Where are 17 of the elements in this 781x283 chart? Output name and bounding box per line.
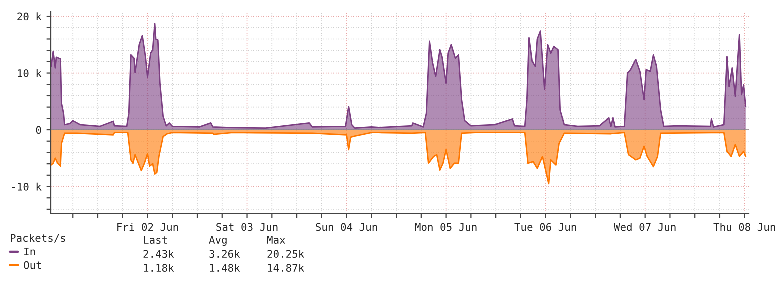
x-tick-label: Sun 04 Jun (316, 223, 378, 232)
y-tick-label: 10 k (18, 69, 42, 78)
text: Last Avg Max (144, 236, 286, 246)
y-tick-label: 20 k (18, 12, 42, 21)
legend-label: Out (24, 261, 42, 270)
text: 2.43k 3.26k 20.25k (144, 250, 304, 258)
x-tick-label: Fri 02 Jun (118, 223, 178, 232)
x-tick-label: Sat 03 Jun (216, 223, 278, 232)
y-tick-label: 0 (36, 126, 42, 134)
x-tick-label: Thu 08 Jun (714, 223, 776, 232)
legend-title: Packets/s (11, 234, 66, 243)
x-tick-label: Mon 05 Jun (415, 223, 477, 232)
y-tick-label: -10 k (12, 182, 42, 191)
text: 1.18k 1.48k 14.87k (144, 264, 304, 272)
x-tick-label: Wed 07 Jun (614, 223, 676, 232)
legend-label: In (24, 248, 36, 256)
x-tick-label: Tue 06 Jun (514, 223, 576, 232)
